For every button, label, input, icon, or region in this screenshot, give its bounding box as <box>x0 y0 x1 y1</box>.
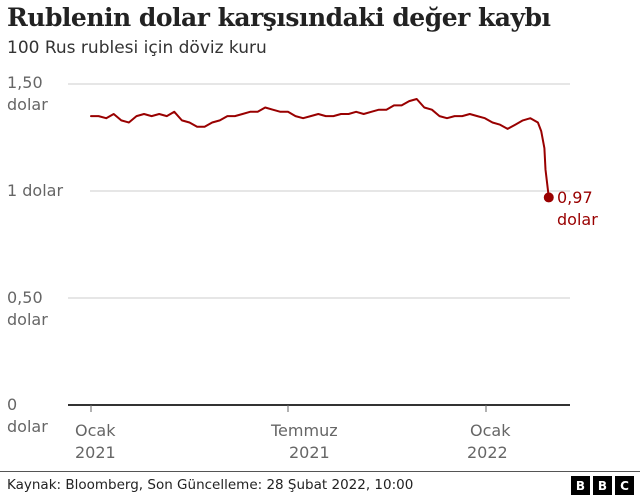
x-tick-year: 2021 <box>75 443 116 462</box>
y-tick-label-0-50: 0,50 dolar <box>7 287 48 331</box>
y-tick-unit: dolar <box>7 95 48 114</box>
x-tick-month: Ocak <box>470 421 511 440</box>
grid-lines <box>68 83 570 299</box>
x-tick-label-jan-2021: Ocak 2021 <box>75 420 155 464</box>
y-tick-value: 1 dolar <box>7 181 64 200</box>
x-axis <box>68 404 570 412</box>
x-tick-label-jul-2021: Temmuz 2021 <box>271 420 351 464</box>
chart-title: Rublenin dolar karşısındaki değer kaybı <box>7 3 551 32</box>
x-tick-year: 2022 <box>467 443 508 462</box>
x-tick-label-jan-2022: Ocak 2022 <box>467 420 547 464</box>
end-point-marker <box>543 192 554 203</box>
end-value: 0,97 <box>557 188 593 207</box>
y-tick-value: 0,50 <box>7 288 43 307</box>
exchange-rate-line <box>90 98 550 199</box>
source-note: Kaynak: Bloomberg, Son Güncelleme: 28 Şu… <box>7 477 414 493</box>
y-tick-value: 0 <box>7 395 18 414</box>
x-tick-year: 2021 <box>289 443 330 462</box>
y-tick-label-0: 0 dolar <box>7 394 48 438</box>
footer-divider <box>0 471 640 472</box>
chart-subtitle: 100 Rus rublesi için döviz kuru <box>7 38 267 58</box>
bbc-logo: B B C <box>571 476 634 495</box>
y-tick-unit: dolar <box>7 417 48 436</box>
y-tick-label-1-50: 1,50 dolar <box>7 72 48 116</box>
end-value-unit: dolar <box>557 210 598 229</box>
bbc-logo-b1: B <box>571 476 590 495</box>
bbc-logo-c: C <box>615 476 634 495</box>
y-tick-value: 1,50 <box>7 73 43 92</box>
bbc-logo-b2: B <box>593 476 612 495</box>
x-tick-month: Ocak <box>75 421 116 440</box>
x-tick-month: Temmuz <box>271 421 338 440</box>
y-tick-label-1: 1 dolar <box>7 180 63 202</box>
end-value-label: 0,97 dolar <box>557 187 598 231</box>
y-tick-unit: dolar <box>7 310 48 329</box>
